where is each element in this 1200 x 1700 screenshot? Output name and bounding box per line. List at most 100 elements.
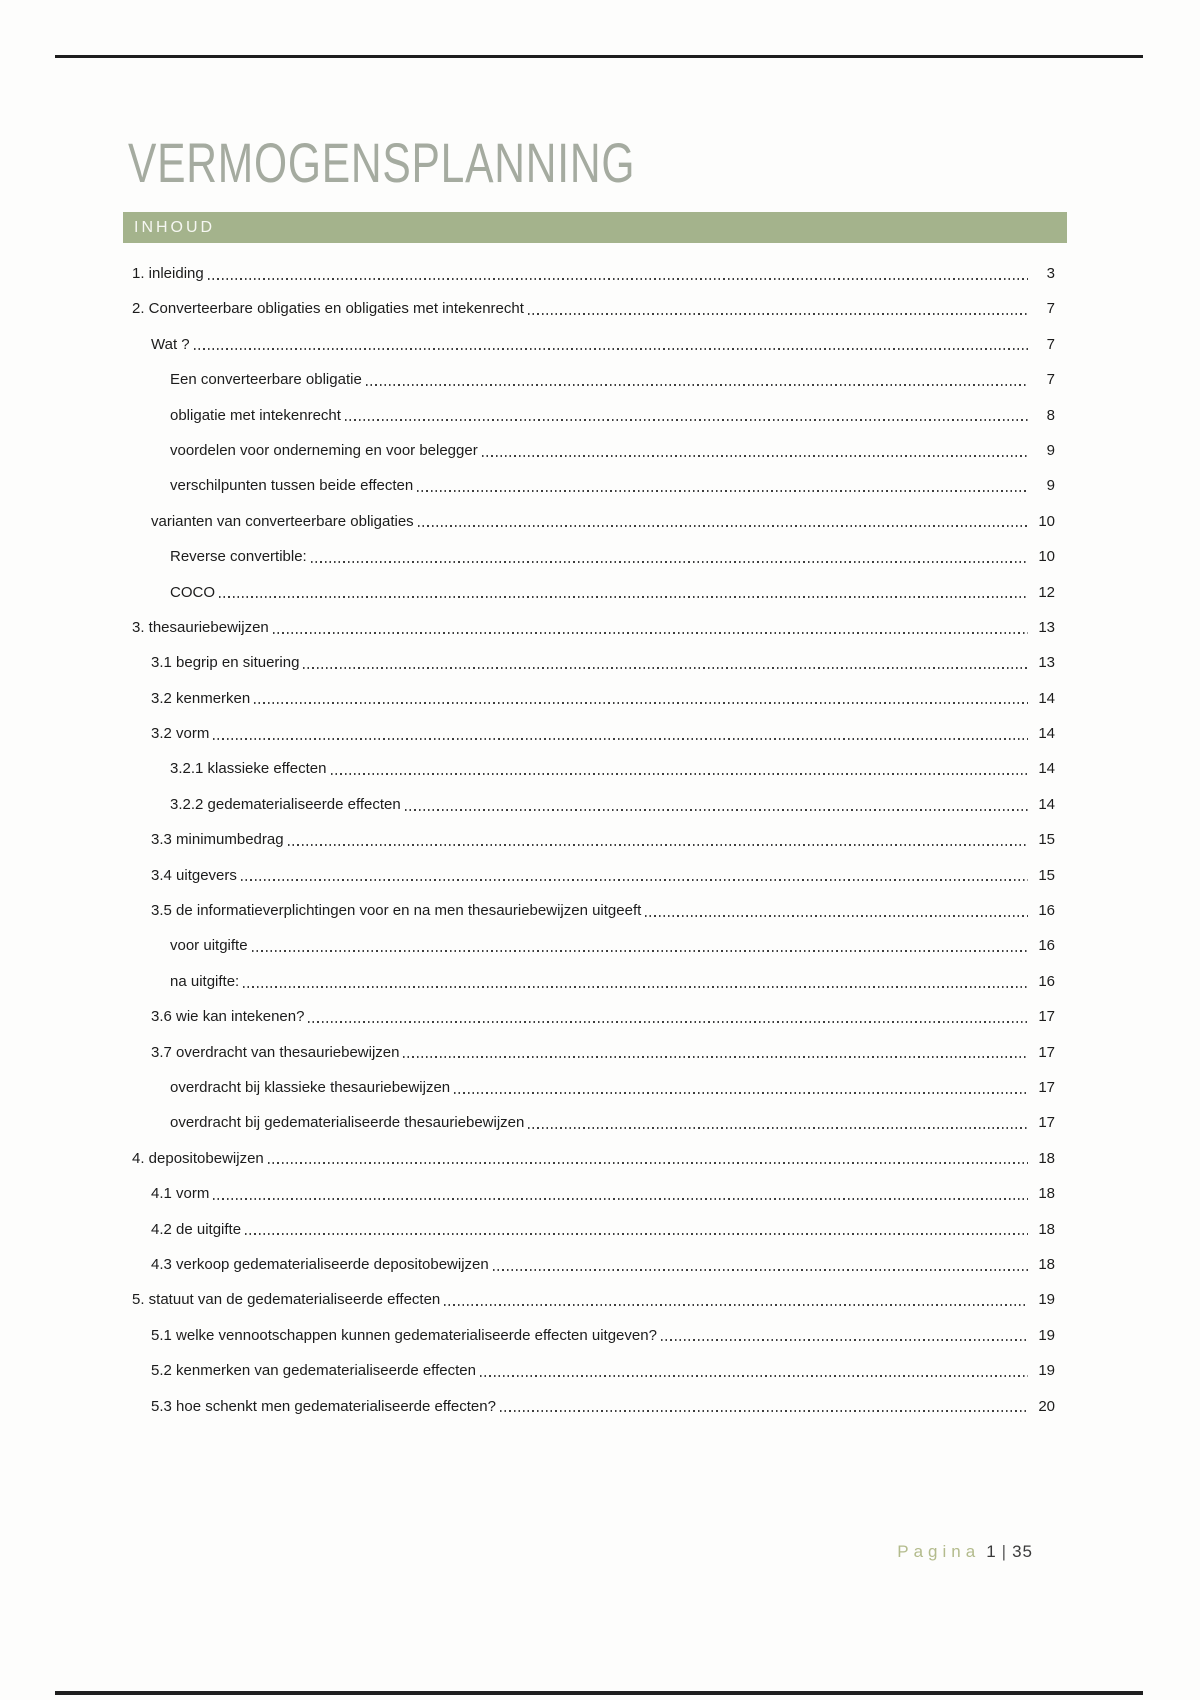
toc-dot-leader [245,1233,1028,1236]
toc-entry-label: 3.2 vorm [151,725,210,743]
toc-entry-page-number: 16 [1038,972,1055,990]
toc-entry[interactable]: obligatie met intekenrecht 8 [123,398,1067,433]
toc-entry-page-number: 16 [1038,937,1055,955]
toc-entry-page-number: 7 [1046,300,1055,318]
toc-entry[interactable]: 3. thesauriebewijzen 13 [123,610,1067,645]
toc-dot-leader [417,490,1028,493]
toc-entry-label: 4.2 de uitgifte [151,1220,242,1238]
toc-entry-page-number: 10 [1038,548,1055,566]
toc-dot-leader [308,1020,1028,1023]
toc-entry-page-number: 10 [1038,512,1055,530]
toc-entry[interactable]: 4.1 vorm 18 [123,1176,1067,1211]
toc-entry-page-number: 20 [1038,1397,1055,1415]
toc-entry[interactable]: COCO 12 [123,575,1067,610]
toc-entry[interactable]: 5.3 hoe schenkt men gedematerialiseerde … [123,1389,1067,1424]
toc-entry-page-number: 9 [1046,441,1055,459]
toc-entry-page-number: 13 [1038,654,1055,672]
footer-pagina-label: Pagina [897,1542,981,1561]
toc-entry-page-number: 19 [1038,1291,1055,1309]
toc-entry-label: 3.1 begrip en situering [151,654,300,672]
toc-dot-leader [213,1197,1028,1200]
toc-entry[interactable]: 1. inleiding 3 [123,256,1067,291]
toc-entry-label: Reverse convertible: [170,548,307,566]
toc-dot-leader [528,1127,1028,1130]
toc-entry-label: 3.2.1 klassieke effecten [170,760,327,778]
toc-entry[interactable]: overdracht bij gedematerialiseerde thesa… [123,1105,1067,1140]
footer-separator: | [1001,1542,1008,1561]
toc-entry-label: 5. statuut van de gedematerialiseerde ef… [132,1291,441,1309]
toc-entry[interactable]: varianten van converteerbare obligaties … [123,504,1067,539]
toc-entry[interactable]: 3.2.1 klassieke effecten 14 [123,751,1067,786]
toc-entry[interactable]: na uitgifte: 16 [123,964,1067,999]
toc-entry[interactable]: 3.4 uitgevers 15 [123,858,1067,893]
toc-entry-label: 3. thesauriebewijzen [132,618,269,636]
toc-dot-leader [287,843,1028,846]
toc-dot-leader [404,808,1028,811]
toc-entry[interactable]: 3.3 minimumbedrag 15 [123,822,1067,857]
toc-entry[interactable]: voor uitgifte 16 [123,928,1067,963]
toc-entry-page-number: 15 [1038,831,1055,849]
toc-entry[interactable]: overdracht bij klassieke thesauriebewijz… [123,1070,1067,1105]
toc-dot-leader [499,1410,1028,1413]
toc-entry-page-number: 17 [1038,1078,1055,1096]
toc-entry-page-number: 14 [1038,795,1055,813]
toc-entry[interactable]: 4. depositobewijzen 18 [123,1141,1067,1176]
toc-list: 1. inleiding 3 2. Converteerbare obligat… [123,256,1067,1424]
toc-entry[interactable]: 3.7 overdracht van thesauriebewijzen 17 [123,1035,1067,1070]
toc-entry-label: voordelen voor onderneming en voor beleg… [170,441,478,459]
toc-entry-page-number: 13 [1038,618,1055,636]
toc-dot-leader [417,525,1028,528]
toc-dot-leader [527,313,1028,316]
toc-dot-leader [492,1268,1028,1271]
toc-dot-leader [454,1091,1028,1094]
toc-entry[interactable]: 3.2 kenmerken 14 [123,681,1067,716]
toc-entry[interactable]: voordelen voor onderneming en voor beleg… [123,433,1067,468]
toc-dot-leader [272,631,1028,634]
toc-entry[interactable]: verschilpunten tussen beide effecten 9 [123,468,1067,503]
toc-entry[interactable]: 4.2 de uitgifte 18 [123,1212,1067,1247]
toc-entry-label: 4. depositobewijzen [132,1149,264,1167]
toc-entry-page-number: 14 [1038,689,1055,707]
footer-current-page: 1 [986,1542,997,1561]
toc-dot-leader [254,702,1028,705]
toc-header-label: INHOUD [134,219,216,236]
page-footer: Pagina 1 | 35 [897,1542,1033,1562]
toc-entry-page-number: 19 [1038,1362,1055,1380]
toc-entry-page-number: 18 [1038,1220,1055,1238]
toc-dot-leader [207,277,1028,280]
toc-entry-label: COCO [170,583,215,601]
toc-entry-label: obligatie met intekenrecht [170,406,341,424]
toc-entry-label: voor uitgifte [170,937,248,955]
toc-entry[interactable]: Reverse convertible: 10 [123,539,1067,574]
toc-entry-label: varianten van converteerbare obligaties [151,512,414,530]
toc-entry[interactable]: 3.5 de informatieverplichtingen voor en … [123,893,1067,928]
toc-dot-leader [645,914,1028,917]
toc-entry-label: 3.3 minimumbedrag [151,831,284,849]
toc-dot-leader [213,737,1028,740]
toc-entry-page-number: 12 [1038,583,1055,601]
toc-dot-leader [479,1374,1028,1377]
toc-entry-page-number: 9 [1046,477,1055,495]
toc-entry-label: 3.2 kenmerken [151,689,251,707]
toc-entry-label: 5.1 welke vennootschappen kunnen gedemat… [151,1326,657,1344]
toc-entry[interactable]: Wat ? 7 [123,327,1067,362]
toc-entry-page-number: 17 [1038,1043,1055,1061]
toc-entry[interactable]: 2. Converteerbare obligaties en obligati… [123,291,1067,326]
toc-entry-page-number: 15 [1038,866,1055,884]
toc-entry-page-number: 19 [1038,1326,1055,1344]
toc-entry[interactable]: 3.2 vorm 14 [123,716,1067,751]
toc-entry[interactable]: 5. statuut van de gedematerialiseerde ef… [123,1282,1067,1317]
toc-entry[interactable]: 3.1 begrip en situering 13 [123,645,1067,680]
toc-entry-label: Een converteerbare obligatie [170,371,362,389]
toc-entry-page-number: 14 [1038,725,1055,743]
toc-entry[interactable]: Een converteerbare obligatie 7 [123,362,1067,397]
toc-entry-page-number: 17 [1038,1114,1055,1132]
toc-dot-leader [660,1339,1028,1342]
toc-entry[interactable]: 5.1 welke vennootschappen kunnen gedemat… [123,1318,1067,1353]
toc-entry-label: Wat ? [151,335,190,353]
toc-entry[interactable]: 5.2 kenmerken van gedematerialiseerde ef… [123,1353,1067,1388]
toc-entry[interactable]: 4.3 verkoop gedematerialiseerde deposito… [123,1247,1067,1282]
toc-entry[interactable]: 3.2.2 gedematerialiseerde effecten 14 [123,787,1067,822]
toc-entry[interactable]: 3.6 wie kan intekenen? 17 [123,999,1067,1034]
toc-entry-page-number: 18 [1038,1149,1055,1167]
